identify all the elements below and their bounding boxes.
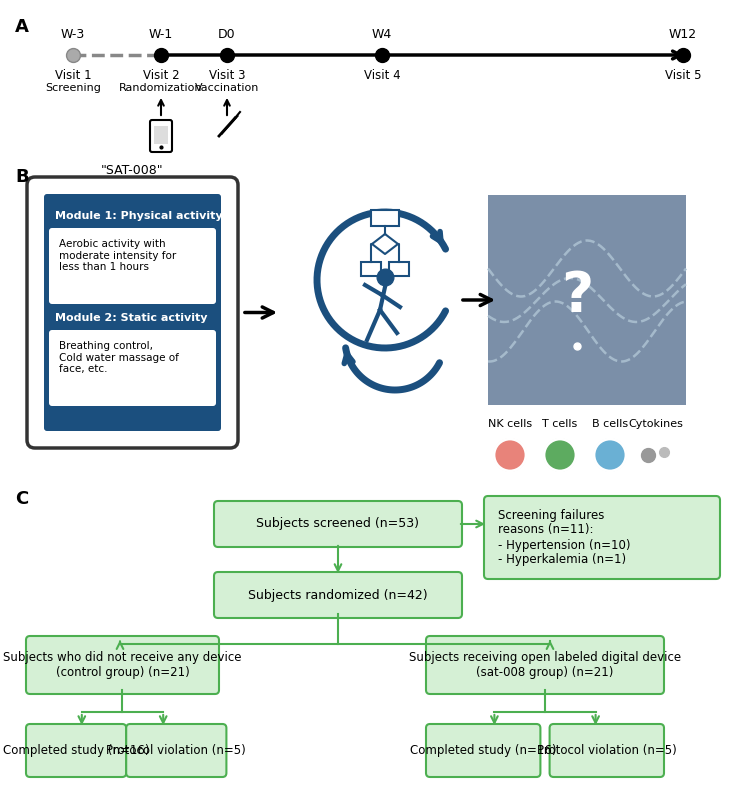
- Text: B: B: [15, 168, 29, 186]
- Text: ?: ?: [561, 269, 593, 323]
- FancyBboxPatch shape: [426, 636, 664, 694]
- Text: C: C: [15, 490, 28, 508]
- Text: D0: D0: [218, 28, 236, 41]
- Text: NK cells: NK cells: [488, 419, 532, 429]
- Text: Completed study (n=16): Completed study (n=16): [3, 744, 149, 757]
- FancyBboxPatch shape: [214, 501, 462, 547]
- Text: B cells: B cells: [592, 419, 628, 429]
- FancyBboxPatch shape: [154, 126, 168, 144]
- Text: Module 1: Physical activity: Module 1: Physical activity: [55, 211, 223, 221]
- Text: Breathing control,
Cold water massage of
face, etc.: Breathing control, Cold water massage of…: [59, 341, 179, 374]
- FancyBboxPatch shape: [150, 120, 172, 152]
- Circle shape: [594, 439, 626, 471]
- Text: A: A: [15, 18, 29, 36]
- Text: Subjects randomized (n=42): Subjects randomized (n=42): [248, 589, 428, 602]
- FancyBboxPatch shape: [49, 228, 216, 304]
- Circle shape: [544, 439, 576, 471]
- Text: Visit 3: Visit 3: [209, 69, 245, 82]
- FancyBboxPatch shape: [488, 195, 686, 405]
- Text: Screening failures
reasons (n=11):
- Hypertension (n=10)
- Hyperkalemia (n=1): Screening failures reasons (n=11): - Hyp…: [498, 509, 631, 566]
- Text: Screening: Screening: [45, 83, 101, 93]
- FancyBboxPatch shape: [361, 262, 381, 276]
- Text: Protocol violation (n=5): Protocol violation (n=5): [107, 744, 246, 757]
- Text: Visit 1: Visit 1: [54, 69, 91, 82]
- FancyBboxPatch shape: [371, 210, 399, 226]
- FancyBboxPatch shape: [550, 724, 664, 777]
- Text: Subjects receiving open labeled digital device
(sat-008 group) (n=21): Subjects receiving open labeled digital …: [409, 651, 681, 679]
- FancyBboxPatch shape: [484, 496, 720, 579]
- FancyBboxPatch shape: [26, 724, 126, 777]
- FancyBboxPatch shape: [214, 572, 462, 618]
- FancyBboxPatch shape: [426, 724, 540, 777]
- Text: Completed study (n=16): Completed study (n=16): [410, 744, 556, 757]
- Text: W-3: W-3: [61, 28, 85, 41]
- FancyBboxPatch shape: [26, 636, 219, 694]
- Text: Randomization: Randomization: [119, 83, 203, 93]
- Text: Module 2: Static activity: Module 2: Static activity: [55, 313, 207, 323]
- Text: Aerobic activity with
moderate intensity for
less than 1 hours: Aerobic activity with moderate intensity…: [59, 239, 176, 272]
- Text: Visit 5: Visit 5: [664, 69, 701, 82]
- FancyBboxPatch shape: [27, 177, 238, 448]
- Text: Visit 2: Visit 2: [143, 69, 179, 82]
- Text: W-1: W-1: [149, 28, 173, 41]
- Text: W4: W4: [372, 28, 392, 41]
- Text: Vaccination: Vaccination: [195, 83, 259, 93]
- Text: W12: W12: [669, 28, 697, 41]
- Text: Subjects who did not receive any device
(control group) (n=21): Subjects who did not receive any device …: [3, 651, 242, 679]
- Text: Protocol violation (n=5): Protocol violation (n=5): [537, 744, 677, 757]
- FancyBboxPatch shape: [389, 262, 409, 276]
- Text: "SAT-008": "SAT-008": [101, 164, 164, 177]
- FancyBboxPatch shape: [44, 194, 221, 431]
- Circle shape: [494, 439, 526, 471]
- Text: Visit 4: Visit 4: [364, 69, 401, 82]
- Text: Subjects screened (n=53): Subjects screened (n=53): [257, 517, 420, 530]
- FancyBboxPatch shape: [49, 330, 216, 406]
- Text: T cells: T cells: [542, 419, 578, 429]
- Text: Cytokines: Cytokines: [628, 419, 684, 429]
- FancyBboxPatch shape: [126, 724, 226, 777]
